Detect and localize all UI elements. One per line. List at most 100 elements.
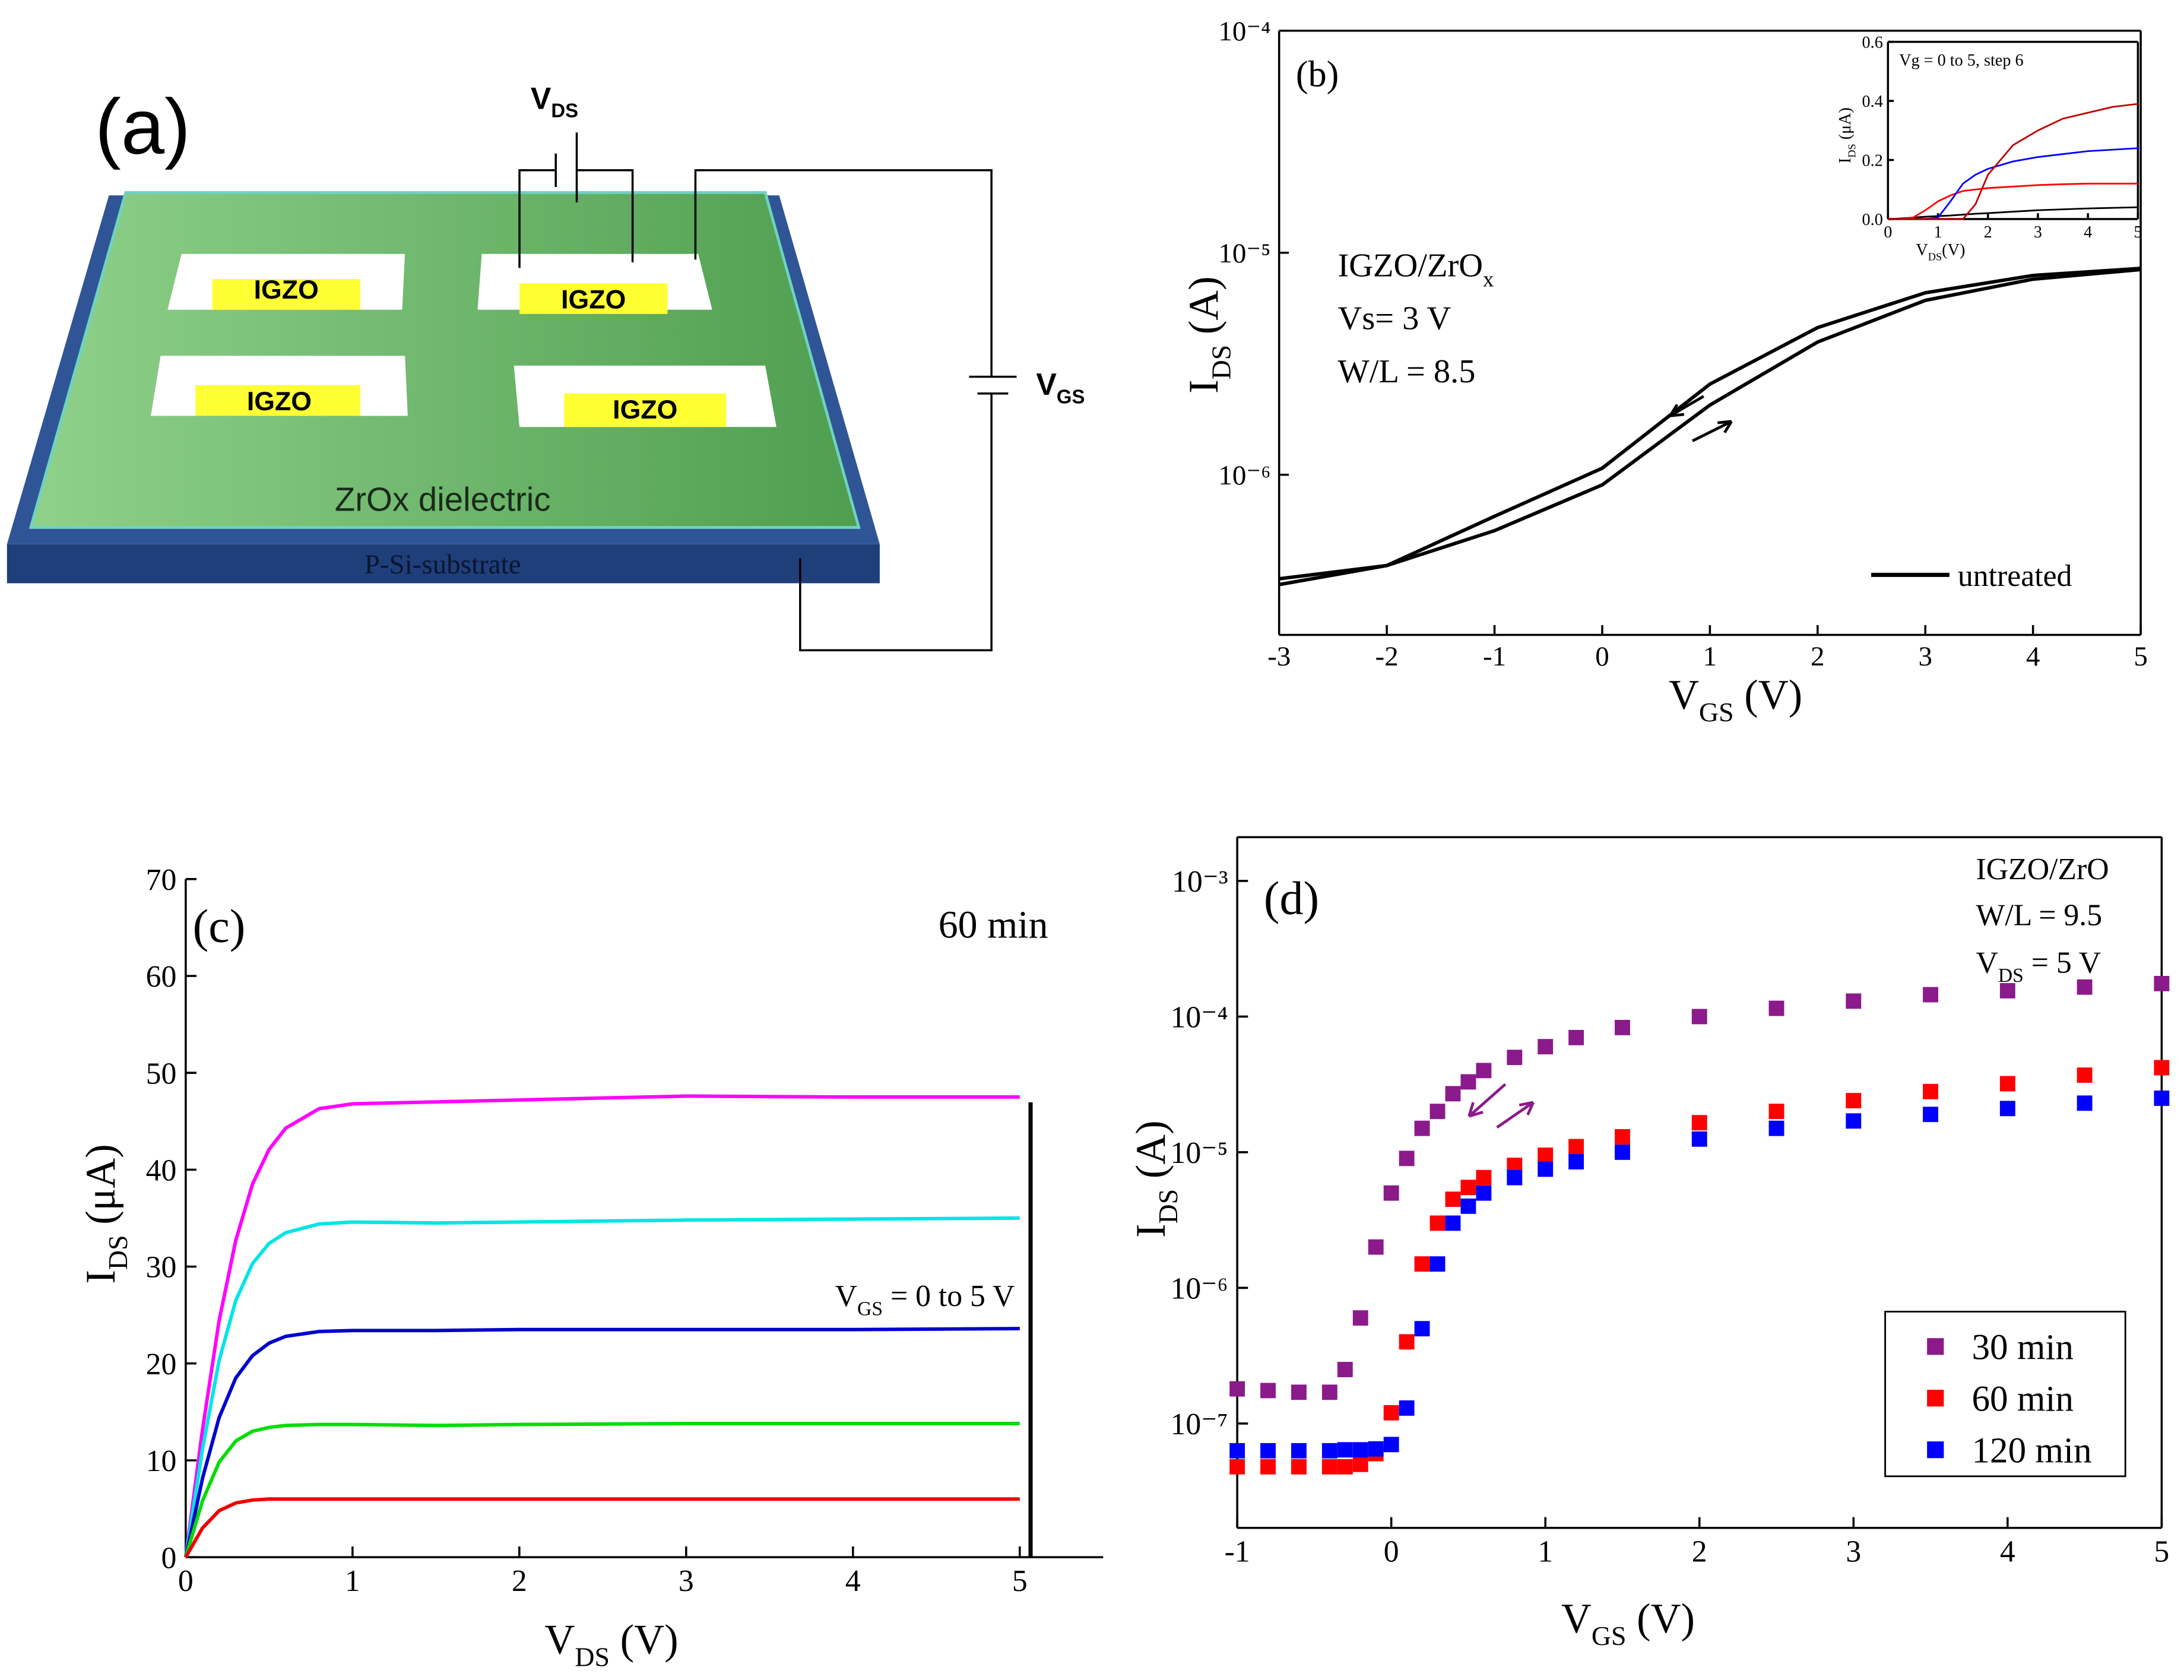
x-axis-label: VDS(V): [1916, 241, 1965, 262]
data-point: [1615, 1019, 1630, 1035]
data-point: [1476, 1169, 1492, 1185]
data-point: [1768, 1120, 1784, 1136]
data-point: [1768, 1000, 1784, 1016]
label-part: DS: [575, 1642, 610, 1672]
label-part: V: [835, 1279, 857, 1313]
label-part: (V): [1626, 1596, 1695, 1642]
vgs-label: VGS: [1036, 367, 1085, 407]
label-part: W/L = 9.5: [1976, 898, 2103, 932]
label-part: x: [1483, 267, 1494, 291]
x-tick-label: 4: [845, 1564, 861, 1598]
x-tick-label: 4: [2084, 223, 2092, 242]
chart-title: Vg = 0 to 5, step 6: [1899, 51, 2023, 69]
label-part: I: [1128, 1223, 1174, 1237]
label-part: DS: [1998, 965, 2024, 987]
y-tick-label: 10⁻⁶: [1171, 1272, 1228, 1306]
data-point: [1445, 1215, 1461, 1231]
y-axis-label: IDS (A): [1128, 1120, 1183, 1238]
x-tick-label: 2: [512, 1564, 527, 1598]
data-point: [1768, 1104, 1784, 1120]
data-line: [183, 1327, 1020, 1558]
label-part: GS: [1057, 385, 1085, 407]
igzo: [519, 283, 668, 314]
y-tick-label: 30: [146, 1251, 177, 1285]
data-point: [1291, 1443, 1307, 1459]
x-tick-label: 2: [1692, 1535, 1707, 1569]
x-tick-label: 4: [2000, 1535, 2015, 1569]
data-point: [1383, 1405, 1399, 1421]
label-part: (V): [1942, 241, 1965, 259]
pad-label: IGZO: [247, 387, 312, 416]
label-part: I: [1181, 379, 1227, 393]
annotation: (b): [1296, 55, 1339, 95]
data-point: [1321, 1384, 1337, 1400]
wire: [694, 169, 993, 377]
legend-marker: [1927, 1338, 1944, 1355]
data-point: [2077, 979, 2093, 995]
device-diagram: (a) IGZO IGZO IGZO IGZO VDS VGS ZrOx die…: [7, 81, 1085, 652]
x-tick-label: 3: [679, 1564, 694, 1598]
data-point: [1414, 1256, 1430, 1272]
data-point: [1352, 1456, 1368, 1472]
legend: untreated: [1871, 559, 2072, 593]
label-part: = 5 V: [2024, 946, 2101, 980]
y-tick-label: 10⁻⁴: [1171, 1001, 1228, 1035]
wire: [518, 169, 556, 268]
data-point: [1229, 1381, 1245, 1397]
igzo: [195, 385, 360, 416]
label-part: 60 min: [939, 904, 1048, 947]
arrows: [1028, 395, 1733, 1558]
data-point: [1691, 1115, 1707, 1131]
data-point: [1321, 1443, 1337, 1459]
x-tick-label: 0: [1595, 641, 1609, 672]
data-line: [184, 1497, 1020, 1558]
data-point: [1846, 1113, 1862, 1129]
data-point: [1352, 1442, 1368, 1458]
legend: 30 min 60 min 120 min: [1884, 1311, 2126, 1478]
arrow: [1691, 420, 1733, 442]
y-tick-label: 10⁻³: [1172, 865, 1228, 899]
data-point: [1399, 1150, 1415, 1167]
data-point: [1846, 993, 1862, 1009]
data-point: [1568, 1154, 1584, 1169]
y-tick-label: 60: [146, 960, 177, 994]
y-tick-label: 0.4: [1862, 93, 1883, 111]
legend-label: 120 min: [1971, 1431, 2091, 1470]
y-tick-label: 0.6: [1862, 33, 1883, 52]
legend-marker: [1927, 1441, 1944, 1459]
data-line: [1279, 267, 2141, 581]
data-line: [183, 1094, 1020, 1558]
label-part: V: [1976, 946, 1998, 980]
label-part: V: [1036, 367, 1057, 401]
x-axis-label: VGS (V): [1561, 1596, 1695, 1651]
legend-box: [1884, 1311, 2126, 1478]
data-point: [1999, 1076, 2015, 1092]
dielectric-label: ZrOx dielectric: [335, 480, 551, 518]
legend-label: 60 min: [1971, 1379, 2074, 1419]
x-tick-label: 1: [1933, 223, 1942, 242]
label-part: DS: [1153, 1189, 1183, 1224]
data-point: [1460, 1180, 1476, 1196]
x-tick-label: 1: [1538, 1535, 1553, 1569]
data-point: [1460, 1074, 1476, 1090]
label-part: DS: [551, 99, 578, 121]
x-tick-label: -1: [1225, 1535, 1250, 1569]
pad-label: IGZO: [561, 285, 626, 314]
annotation: IGZO/ZrOx: [1338, 247, 1494, 291]
y-tick-label: 0.0: [1862, 211, 1883, 229]
data-point: [1923, 987, 1938, 1003]
data-point: [1538, 1161, 1554, 1177]
data-point: [1399, 1334, 1415, 1350]
substrate-front: [7, 544, 880, 584]
data-point: [1429, 1104, 1446, 1120]
label-part: V: [1916, 241, 1928, 259]
data-point: [1568, 1139, 1584, 1155]
pad-label: IGZO: [254, 275, 319, 305]
data-point: [1337, 1459, 1353, 1475]
data-point: [1352, 1310, 1368, 1326]
chart-panel: -3 -2 -1 0 1 2 3 4 5 10⁻⁶ 10⁻⁵ 10⁻⁴ untreated: [1218, 16, 2148, 672]
annotation: (c): [193, 901, 246, 953]
label-part: V: [544, 1616, 575, 1663]
annotation: VGS = 0 to 5 V: [835, 1279, 1015, 1320]
